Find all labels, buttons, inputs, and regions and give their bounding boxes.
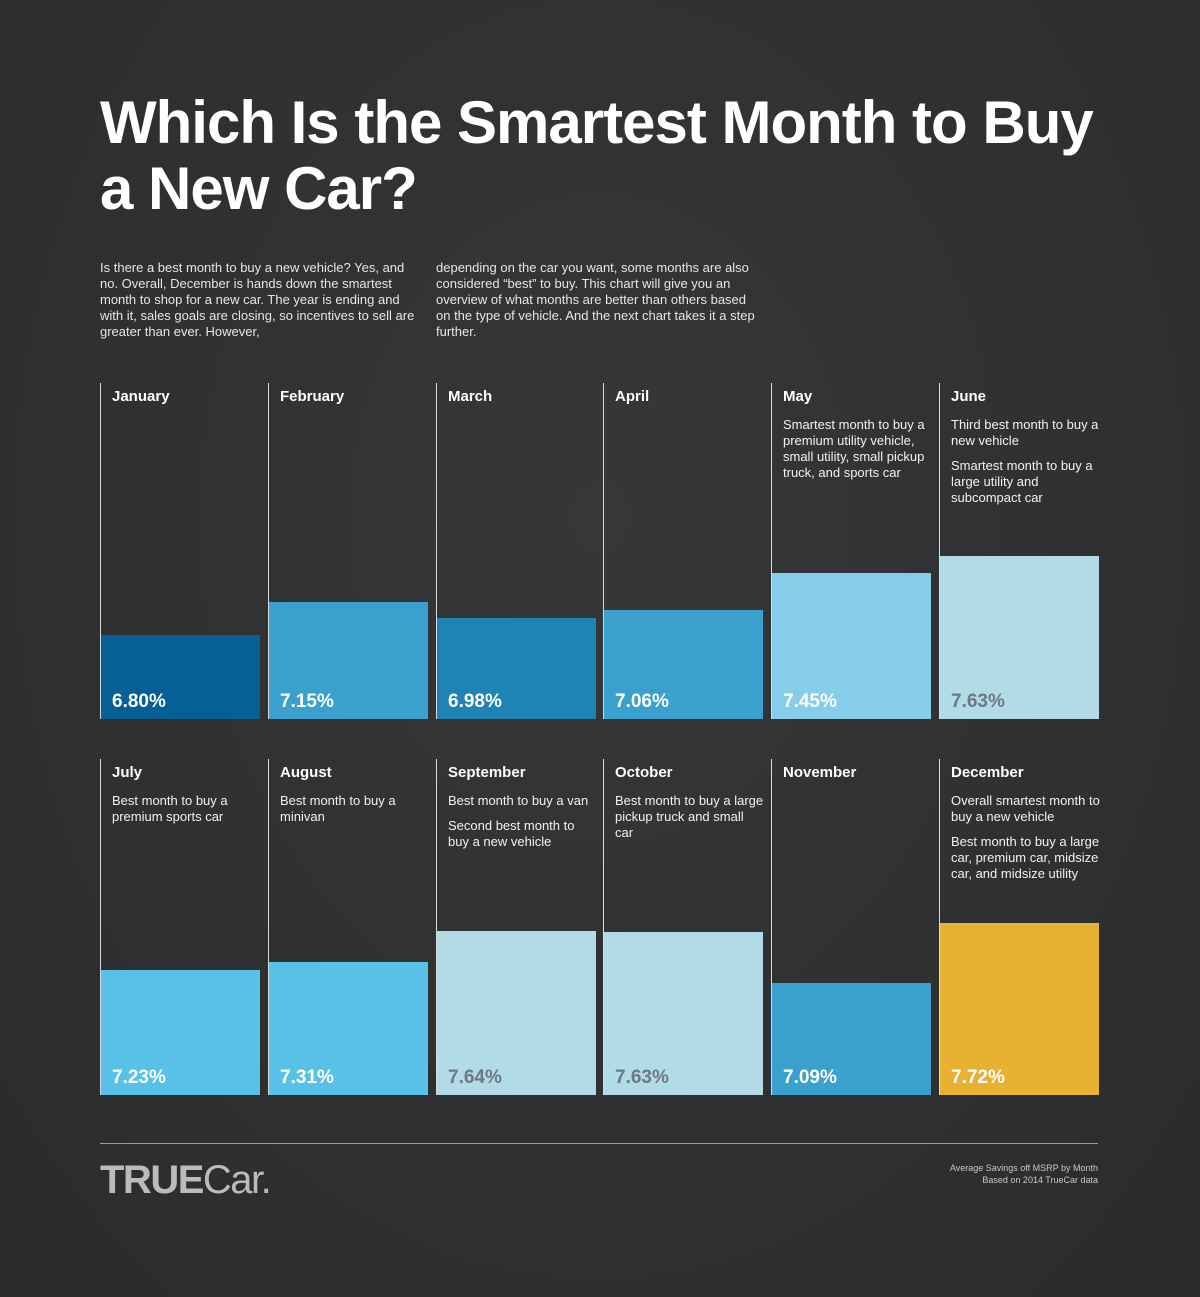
- month-note: Third best month to buy a new vehicle Sma…: [951, 417, 1101, 515]
- bar-value-label: 7.63%: [951, 691, 1005, 712]
- bar-april: 7.06%: [604, 610, 763, 719]
- month-column-february: February 7.15%: [268, 383, 428, 719]
- month-label: October: [615, 764, 673, 781]
- month-note: Best month to buy a minivan: [280, 793, 430, 834]
- bar-value-label: 7.09%: [783, 1067, 837, 1088]
- month-column-september: September Best month to buy a van Second b…: [436, 759, 598, 1095]
- month-note: Smartest month to buy a premium utility …: [783, 417, 933, 490]
- month-column-november: November 7.09%: [771, 759, 931, 1095]
- month-note-line: Second best month to buy a new vehicle: [448, 818, 575, 849]
- bar-december: 7.72%: [940, 923, 1099, 1095]
- bar-january: 6.80%: [101, 635, 260, 719]
- month-label: July: [112, 764, 143, 781]
- chart-row-1: January 6.80% February 7.15% March 6.98% April…: [100, 383, 1101, 719]
- bar-august: 7.31%: [269, 962, 428, 1095]
- month-column-october: October Best month to buy a large pickup …: [603, 759, 765, 1095]
- bar-september: 7.64%: [437, 931, 596, 1095]
- month-column-january: January 6.80%: [100, 383, 260, 719]
- bar-june: 7.63%: [940, 556, 1099, 719]
- footer-divider: [100, 1143, 1098, 1144]
- bar-value-label: 7.15%: [280, 691, 334, 712]
- chart-source-note: Average Savings off MSRP by Month Based …: [950, 1162, 1098, 1186]
- month-column-july: July Best month to buy a premium sports c…: [100, 759, 262, 1095]
- bar-value-label: 7.31%: [280, 1067, 334, 1088]
- month-label: September: [448, 764, 526, 781]
- bar-value-label: 7.64%: [448, 1067, 502, 1088]
- bar-february: 7.15%: [269, 602, 428, 719]
- month-label: May: [783, 388, 813, 405]
- truecar-logo: TRUECar.: [100, 1158, 272, 1203]
- bar-march: 6.98%: [437, 618, 596, 719]
- month-column-may: May Smartest month to buy a premium utili…: [771, 383, 933, 719]
- month-label: February: [280, 388, 345, 405]
- month-note-line: Best month to buy a premium sports car: [112, 793, 228, 824]
- month-label: March: [448, 388, 493, 405]
- month-column-march: March 6.98%: [436, 383, 596, 719]
- month-label: December: [951, 764, 1024, 781]
- month-label: April: [615, 388, 650, 405]
- logo-true-text: TRUE: [100, 1158, 204, 1202]
- month-note: Best month to buy a large pickup truck a…: [615, 793, 765, 850]
- month-label: January: [112, 388, 170, 405]
- bar-value-label: 7.63%: [615, 1067, 669, 1088]
- month-note-line: Best month to buy a large pickup truck a…: [615, 793, 764, 840]
- bar-value-label: 6.98%: [448, 691, 502, 712]
- month-label: August: [280, 764, 332, 781]
- month-note-line: Best month to buy a minivan: [280, 793, 396, 824]
- month-note-line: Best month to buy a large car, premium c…: [951, 834, 1100, 881]
- month-label: June: [951, 388, 987, 405]
- month-note-line: Smartest month to buy a large utility an…: [951, 458, 1093, 505]
- bar-value-label: 6.80%: [112, 691, 166, 712]
- month-note-line: Third best month to buy a new vehicle: [951, 417, 1099, 448]
- bar-october: 7.63%: [604, 932, 763, 1095]
- month-note: Best month to buy a van Second best month…: [448, 793, 598, 859]
- month-note-line: Smartest month to buy a premium utility …: [783, 417, 925, 480]
- page-title: Which Is the Smartest Month to Buy a New…: [100, 89, 1094, 222]
- intro-text-right: depending on the car you want, some mont…: [436, 260, 755, 339]
- source-line-1: Average Savings off MSRP by Month: [949, 1163, 1098, 1173]
- month-note-line: Best month to buy a van: [448, 793, 589, 808]
- month-label: November: [783, 764, 857, 781]
- chart-row-2: July Best month to buy a premium sports c…: [100, 759, 1101, 1095]
- month-note-line: Overall smartest month to buy a new vehi…: [951, 793, 1100, 824]
- bar-november: 7.09%: [772, 983, 931, 1095]
- bar-july: 7.23%: [101, 970, 260, 1095]
- month-column-december: December Overall smartest month to buy a …: [939, 759, 1101, 1095]
- logo-dot: .: [260, 1158, 272, 1202]
- intro-text-left: Is there a best month to buy a new vehic…: [100, 260, 415, 339]
- bar-value-label: 7.06%: [615, 691, 669, 712]
- logo-car-text: Car: [202, 1158, 262, 1202]
- month-column-june: June Third best month to buy a new vehicl…: [939, 383, 1101, 719]
- bar-may: 7.45%: [772, 573, 931, 719]
- month-note: Best month to buy a premium sports car: [112, 793, 262, 834]
- bar-value-label: 7.72%: [951, 1067, 1005, 1088]
- month-note: Overall smartest month to buy a new vehi…: [951, 793, 1101, 891]
- month-column-august: August Best month to buy a minivan 7.31%: [268, 759, 430, 1095]
- bar-value-label: 7.23%: [112, 1067, 166, 1088]
- bar-value-label: 7.45%: [783, 691, 837, 712]
- source-line-2: Based on 2014 TrueCar data: [982, 1175, 1098, 1185]
- month-column-april: April 7.06%: [603, 383, 763, 719]
